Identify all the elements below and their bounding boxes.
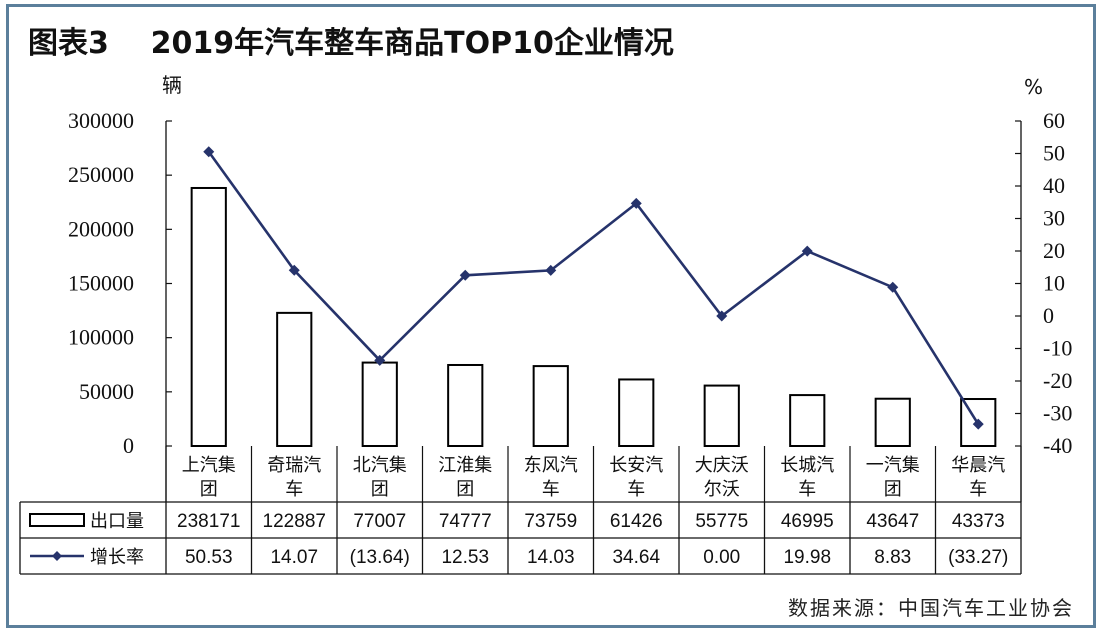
right-tick-label: -10 — [1043, 336, 1072, 361]
category-label: 团 — [200, 479, 218, 500]
category-label: 北汽集 — [353, 455, 407, 476]
right-tick-label: 0 — [1043, 303, 1054, 328]
category-label: 东风汽 — [524, 455, 578, 476]
chart-frame — [6, 4, 1096, 628]
category-label: 团 — [371, 479, 389, 500]
category-label: 长安汽 — [609, 455, 663, 476]
bar-export-volume — [361, 361, 398, 447]
left-axis-unit: 辆 — [162, 73, 182, 97]
left-tick-label: 0 — [123, 433, 134, 458]
table-cell-growth: 19.98 — [783, 547, 831, 568]
table-cell-export: 74777 — [439, 511, 492, 532]
bar-export-volume — [276, 311, 313, 447]
left-tick-label: 250000 — [68, 162, 134, 187]
category-label: 奇瑞汽 — [267, 455, 321, 476]
right-tick-label: 40 — [1043, 173, 1065, 198]
bar-export-volume — [703, 384, 740, 448]
left-tick-label: 100000 — [68, 325, 134, 350]
table-cell-growth: (33.27) — [948, 547, 1008, 568]
table-cell-growth: 0.00 — [703, 547, 740, 568]
bar-export-volume — [190, 186, 227, 447]
category-label: 车 — [798, 479, 816, 500]
table-cell-export: 73759 — [524, 511, 577, 532]
table-cell-growth: 50.53 — [185, 547, 233, 568]
table-cell-growth: 14.07 — [270, 547, 318, 568]
bar-export-volume — [532, 365, 569, 448]
chart-title: 图表3 2019年汽车整车商品TOP10企业情况 — [28, 26, 674, 61]
category-label: 车 — [542, 479, 560, 500]
table-cell-export: 122887 — [263, 511, 326, 532]
table-cell-growth: 14.03 — [527, 547, 575, 568]
left-tick-label: 200000 — [68, 216, 134, 241]
growth-rate-marker — [203, 146, 215, 158]
growth-rate-marker — [716, 310, 728, 322]
table-cell-export: 55775 — [695, 511, 748, 532]
legend-bar-swatch — [29, 513, 85, 527]
bar-export-volume — [789, 394, 826, 447]
table-cell-export: 61426 — [610, 511, 663, 532]
growth-rate-marker — [374, 354, 386, 366]
growth-rate-marker — [459, 269, 471, 281]
left-tick-label: 50000 — [79, 379, 134, 404]
right-tick-label: 10 — [1043, 271, 1065, 296]
category-label: 上汽集 — [182, 455, 236, 476]
growth-rate-marker — [545, 264, 557, 276]
growth-rate-marker — [972, 418, 984, 430]
table-cell-growth: (13.64) — [350, 547, 410, 568]
right-tick-label: 30 — [1043, 206, 1065, 231]
legend-bar-label: 出口量 — [90, 511, 144, 532]
category-label: 团 — [456, 479, 474, 500]
right-tick-label: -40 — [1043, 433, 1072, 458]
bar-export-volume — [618, 378, 655, 447]
table-cell-export: 46995 — [781, 511, 834, 532]
table-cell-growth: 8.83 — [874, 547, 911, 568]
left-tick-label: 150000 — [68, 271, 134, 296]
table-cell-growth: 34.64 — [612, 547, 660, 568]
growth-rate-marker — [801, 245, 813, 257]
category-label: 江淮集 — [438, 455, 492, 476]
category-label: 长城汽 — [780, 455, 834, 476]
table-cell-export: 238171 — [177, 511, 240, 532]
growth-line-layer — [203, 146, 984, 430]
right-tick-label: -20 — [1043, 368, 1072, 393]
left-tick-label: 300000 — [68, 108, 134, 133]
legend-line-marker — [52, 551, 62, 561]
right-tick-label: 60 — [1043, 108, 1065, 133]
bars-layer — [190, 186, 997, 448]
growth-rate-marker — [887, 281, 899, 293]
category-label: 大庆沃 — [695, 455, 749, 476]
table-cell-export: 43647 — [866, 511, 919, 532]
category-label: 车 — [285, 479, 303, 500]
growth-rate-marker — [630, 197, 642, 209]
legend-line-label: 增长率 — [90, 547, 144, 568]
table-cell-export: 43373 — [952, 511, 1005, 532]
category-label: 尔沃 — [704, 479, 740, 500]
category-label: 车 — [969, 479, 987, 500]
bar-export-volume — [447, 363, 484, 447]
right-axis-unit: % — [1024, 75, 1043, 99]
category-label: 一汽集 — [866, 455, 920, 476]
data-source: 数据来源：中国汽车工业协会 — [788, 596, 1074, 620]
right-tick-label: -30 — [1043, 401, 1072, 426]
category-label: 团 — [884, 479, 902, 500]
axes-layer: 0 50000 100000 150000 200000 250000 300000 辆 -40… — [68, 73, 1072, 502]
right-tick-label: 50 — [1043, 141, 1065, 166]
table-cell-export: 77007 — [353, 511, 406, 532]
category-label: 华晨汽 — [951, 455, 1005, 476]
growth-rate-marker — [288, 264, 300, 276]
category-label: 车 — [627, 479, 645, 500]
table-cell-growth: 12.53 — [441, 547, 489, 568]
growth-rate-line — [207, 151, 980, 425]
bar-export-volume — [874, 397, 911, 448]
right-tick-label: 20 — [1043, 238, 1065, 263]
